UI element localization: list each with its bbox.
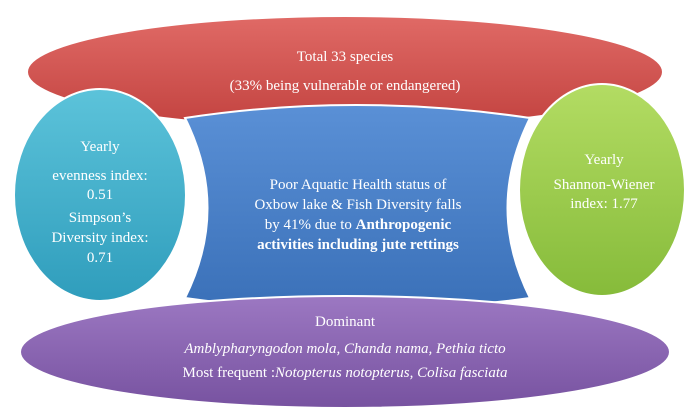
- right-text: Shannon-Wiener: [553, 177, 654, 193]
- center-text: Poor Aquatic Health status of: [270, 177, 447, 193]
- left-text: 0.51: [87, 187, 113, 203]
- center-text-part: by 41% due to: [265, 217, 352, 233]
- frequent-label: Most frequent :: [183, 365, 275, 381]
- right-circle: [518, 83, 686, 297]
- left-text: Yearly: [80, 139, 120, 155]
- bottom-ellipse: [19, 295, 671, 409]
- center-text: by 41% due to Anthropogenic: [265, 217, 452, 233]
- right-text: index: 1.77: [570, 196, 638, 212]
- left-text: Diversity index:: [51, 230, 148, 246]
- left-text: Simpson’s: [69, 210, 132, 226]
- left-text: evenness index:: [52, 168, 147, 184]
- left-text: 0.71: [87, 250, 113, 266]
- center-shape: [183, 104, 532, 311]
- frequent-species: Notopterus notopterus, Colisa fasciata: [274, 365, 508, 381]
- left-circle: [13, 88, 187, 302]
- top-text: Total 33 species: [297, 49, 394, 65]
- bottom-species: Amblypharyngodon mola, Chanda nama, Peth…: [183, 341, 506, 357]
- center-bold: activities including jute rettings: [257, 237, 459, 253]
- top-text: (33% being vulnerable or endangered): [230, 78, 461, 94]
- center-text: Oxbow lake & Fish Diversity falls: [254, 197, 461, 213]
- right-text: Yearly: [584, 152, 624, 168]
- bottom-title: Dominant: [315, 314, 376, 330]
- center-bold: Anthropogenic: [356, 217, 452, 233]
- bottom-frequent: Most frequent :Notopterus notopterus, Co…: [183, 365, 508, 381]
